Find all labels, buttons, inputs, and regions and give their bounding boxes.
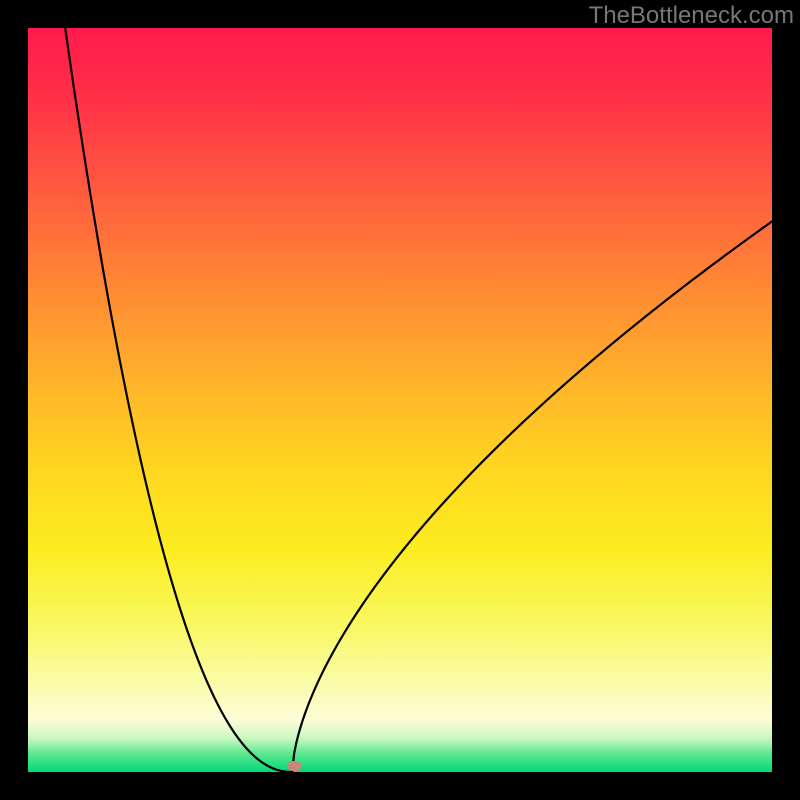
bottleneck-curve-path [65, 28, 772, 772]
bottleneck-curve [28, 28, 772, 772]
optimal-point-marker [287, 761, 301, 771]
plot-area [28, 28, 772, 772]
watermark-text: TheBottleneck.com [589, 2, 794, 30]
bottleneck-chart: TheBottleneck.com [0, 0, 800, 800]
